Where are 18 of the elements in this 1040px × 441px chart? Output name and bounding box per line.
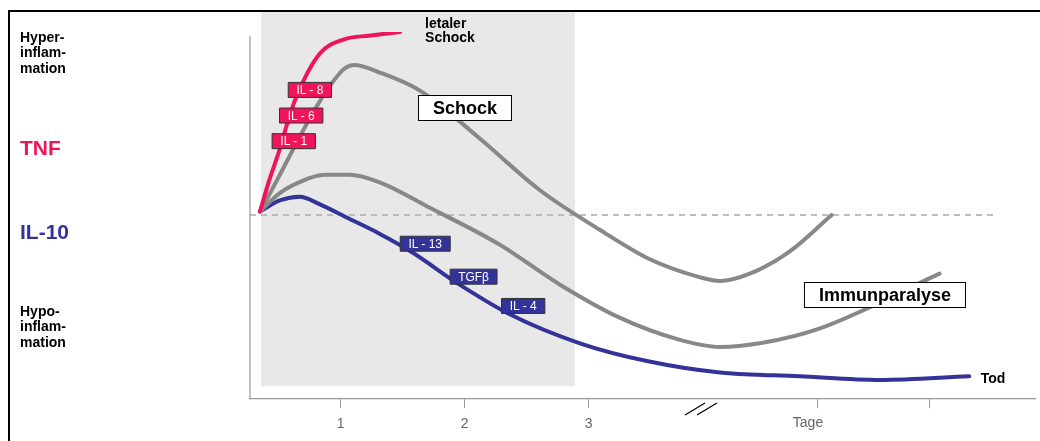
text: TNF [20, 136, 62, 161]
annotation: TGFβ [458, 269, 490, 284]
annotation: Schock [417, 95, 513, 121]
text: IL-10 [20, 219, 70, 244]
annotation: IL - 4 [509, 299, 537, 314]
x-axis-title: Tage [792, 414, 824, 431]
annotation: IL - 6 [287, 108, 315, 123]
annotation: Immunparalyse [803, 282, 967, 308]
text: Hypo- inflam- mation [20, 302, 67, 350]
text: Hyper- inflam- mation [20, 29, 67, 77]
annotation: Tod [980, 370, 1006, 386]
annotation: IL - 1 [280, 134, 308, 149]
x-tick-label: 2 [460, 415, 469, 432]
x-tick-label: 1 [336, 415, 345, 432]
annotation: IL - 8 [296, 83, 324, 98]
annotation: letaler Schock [425, 15, 475, 45]
annotation: IL - 13 [408, 237, 443, 252]
x-tick-label: 3 [584, 415, 593, 432]
